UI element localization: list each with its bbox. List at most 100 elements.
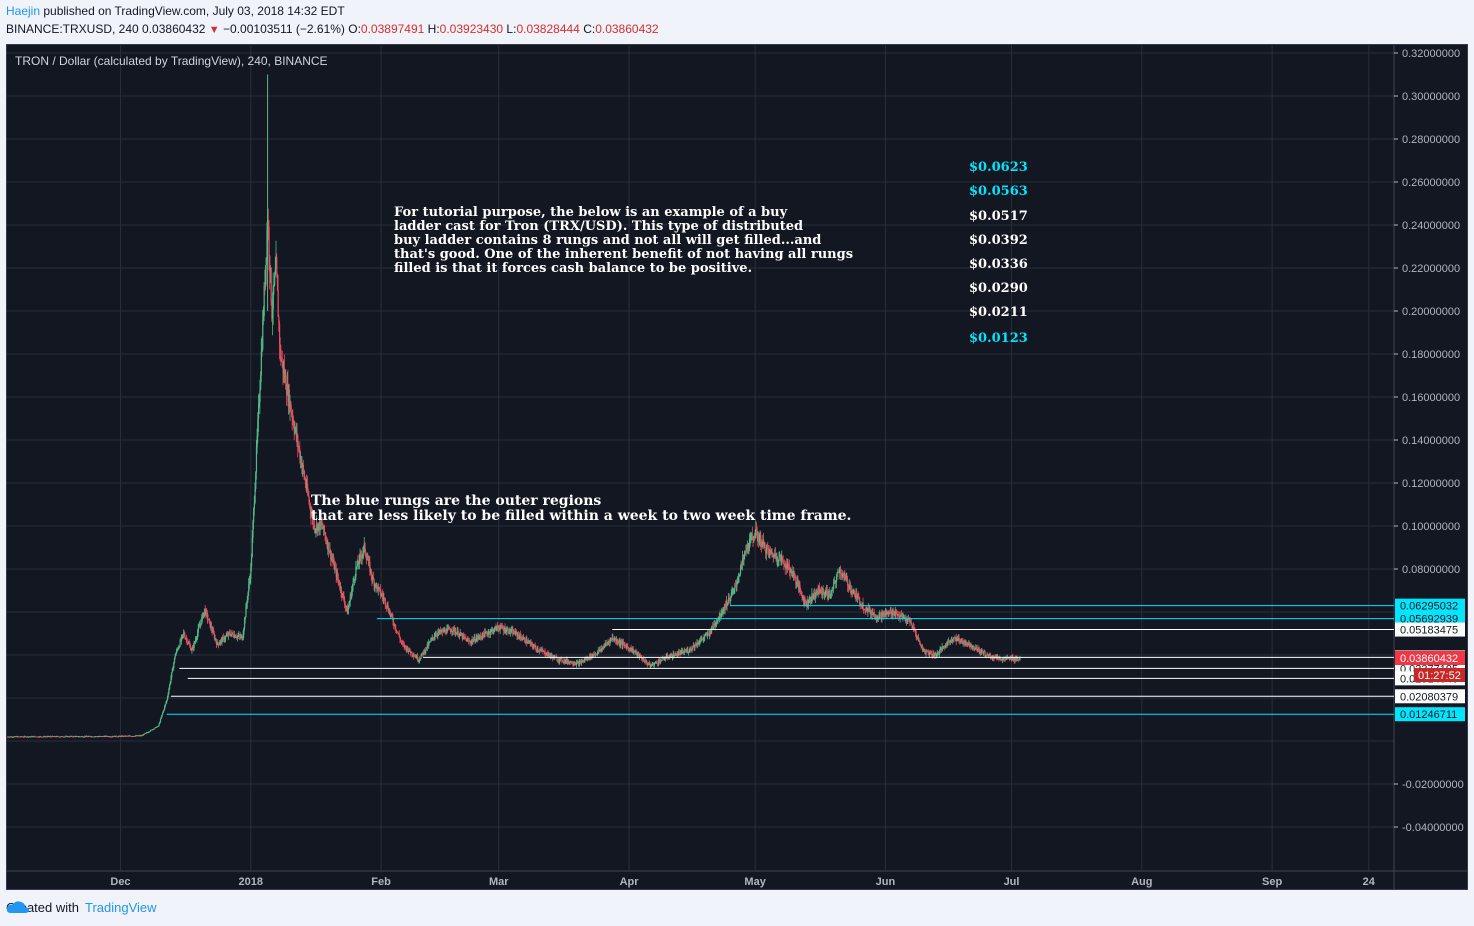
candle-body [374, 584, 376, 587]
candle-body [112, 736, 115, 738]
candle-body [973, 645, 975, 650]
candle-body [144, 733, 146, 735]
candle-body [450, 631, 452, 633]
candle-body [35, 736, 38, 738]
candle-body [218, 643, 220, 645]
candle-body [207, 619, 209, 620]
candle-body [431, 638, 433, 640]
candle-body [311, 515, 313, 517]
candle-body [282, 361, 284, 373]
candle-body [693, 645, 695, 648]
close-value: 0.03860432 [595, 22, 659, 36]
chart-frame[interactable]: 0.32000000 0.30000000 0.28000000 0.26000000… [6, 44, 1468, 890]
candle-body [79, 736, 81, 738]
candle-body [854, 593, 857, 599]
candle-body [36, 736, 38, 738]
candle-body [859, 603, 861, 605]
candle-body [856, 595, 859, 599]
tutorial-note-line: ladder cast for Tron (TRX/USD). This typ… [394, 219, 803, 234]
candle-body [754, 535, 756, 539]
candle-body [456, 630, 459, 633]
y-tick-label: 0.18000000 [1402, 349, 1460, 361]
candle-body [166, 700, 168, 703]
candle-body [215, 638, 217, 642]
tradingview-link[interactable]: TradingView [84, 900, 157, 915]
candle-body [667, 655, 669, 658]
author-link[interactable]: Haejin [6, 4, 41, 18]
candle-body [70, 736, 72, 738]
candle-body [742, 557, 744, 564]
candle-body [66, 736, 68, 737]
candle-body [798, 581, 800, 590]
candle-body [277, 290, 279, 317]
candle-body [722, 611, 724, 613]
candle-body [545, 654, 547, 656]
ladder-rung-price: 0.06295032 [1400, 601, 1458, 613]
candle-body [14, 736, 16, 738]
candle-body [972, 645, 974, 647]
candle-body [938, 652, 941, 655]
candle-body [905, 619, 908, 622]
candle-body [990, 654, 992, 658]
candle-body [911, 624, 913, 629]
candle-body [850, 590, 852, 594]
candle-body [181, 634, 183, 637]
candle-body [916, 636, 918, 638]
candle-body [846, 578, 848, 580]
candle-body [781, 556, 784, 560]
candle-body [253, 508, 255, 523]
candle-body [526, 643, 529, 644]
candle-body [707, 633, 709, 634]
candle-body [10, 736, 12, 738]
candle-body [931, 653, 933, 655]
candle-body [80, 736, 82, 738]
candle-body [28, 736, 31, 738]
candle-body [923, 649, 925, 650]
candle-body [668, 657, 670, 659]
candle-body [173, 657, 176, 663]
candle-body [438, 630, 440, 633]
candle-body [587, 657, 590, 660]
candle-body [964, 640, 966, 645]
candle-body [56, 736, 59, 737]
candle-body [697, 642, 699, 645]
candle-body [719, 612, 721, 617]
candle-body [954, 636, 957, 639]
candle-body [317, 525, 319, 532]
candle-body [382, 596, 384, 599]
candle-body [752, 536, 754, 540]
candle-body [885, 612, 887, 615]
candle-body [493, 630, 495, 633]
candle-body [1018, 658, 1020, 660]
candle-body [124, 735, 126, 737]
countdown-label: 01:27:52 [1418, 670, 1461, 682]
close-label: C: [583, 22, 596, 36]
candle-body [87, 736, 89, 738]
candle-body [461, 634, 464, 639]
blue-rungs-note-line: The blue rungs are the outer regions [311, 493, 601, 509]
candle-body [512, 629, 514, 635]
x-tick-label: Jul [1004, 876, 1020, 888]
candle-body [242, 634, 244, 640]
candle-body [162, 712, 164, 715]
candle-body [525, 639, 527, 643]
candle-body [426, 646, 428, 649]
candle-body [501, 625, 503, 627]
candle-body [767, 547, 769, 551]
candle-body [984, 651, 986, 657]
candle-body [803, 597, 805, 602]
candle-body [76, 736, 78, 737]
candle-body [179, 640, 181, 647]
candle-body [431, 637, 433, 639]
candle-body [449, 629, 452, 632]
candle-body [600, 649, 602, 651]
candle-body [874, 616, 876, 618]
price-chart[interactable]: 0.32000000 0.30000000 0.28000000 0.26000000… [7, 45, 1467, 889]
candle-body [818, 586, 820, 589]
candle-body [295, 428, 297, 430]
candle-body [842, 574, 845, 576]
candle-body [776, 555, 778, 561]
candle-body [873, 612, 875, 615]
candle-body [646, 660, 648, 663]
candle-body [265, 257, 267, 266]
